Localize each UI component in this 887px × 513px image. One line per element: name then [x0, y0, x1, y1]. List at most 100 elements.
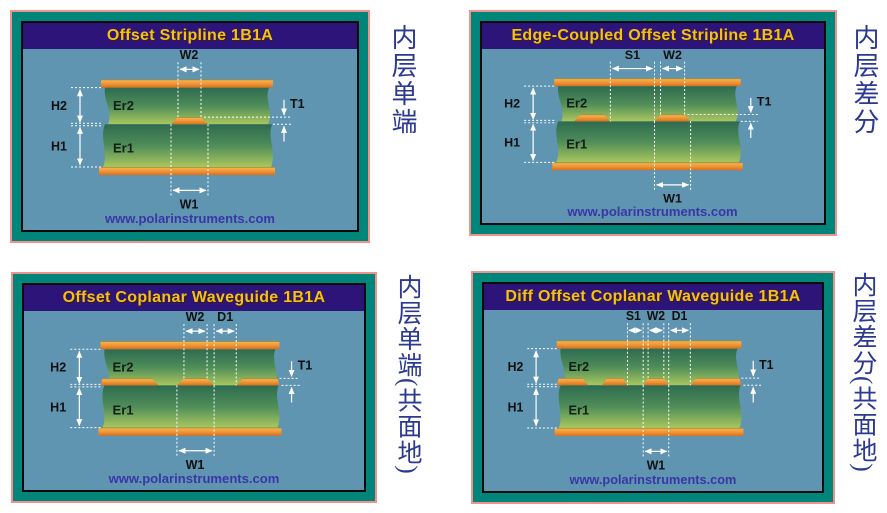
panel-diff-coplanar-inner: Diff Offset Coplanar Waveguide 1B1A S1	[482, 282, 824, 493]
er2-label: Er2	[113, 98, 134, 113]
dim-label-h1: H1	[51, 140, 67, 154]
panel-offset-stripline-inner: Offset Stripline 1B1A W2	[21, 21, 359, 232]
dimension-t1: T1	[741, 358, 773, 403]
er1-label: Er1	[113, 141, 134, 156]
er1-label: Er1	[566, 137, 587, 152]
signal-trace-right	[654, 114, 691, 122]
er1-label: Er1	[113, 403, 134, 418]
cross-section-offset-stripline: W2 W1 H2 H1 Er2 Er1 T1 www.polarinstrume…	[51, 49, 305, 226]
dimension-w2: W2	[183, 311, 208, 379]
caption-inner-layer-differential-coplanar-ground: 内层差分(共面地)	[849, 272, 876, 473]
er2-label: Er2	[569, 359, 590, 374]
dimension-h2-h1: H2 H1	[504, 85, 557, 163]
website-url: www.polarinstruments.com	[566, 204, 737, 219]
panel-diff-offset-coplanar-waveguide: Diff Offset Coplanar Waveguide 1B1A S1	[471, 271, 835, 504]
dielectric-er1	[102, 385, 280, 428]
dim-label-w2: W2	[663, 49, 682, 62]
dim-label-h1: H1	[508, 400, 524, 414]
signal-trace-left	[601, 378, 628, 386]
dim-label-w1: W1	[180, 198, 199, 212]
signal-trace	[176, 378, 215, 386]
dimension-s1: S1	[609, 49, 656, 122]
dim-label-h2: H2	[51, 99, 67, 113]
dielectric-er1	[103, 124, 273, 167]
website-url: www.polarinstruments.com	[569, 472, 737, 487]
dimension-s1: S1	[626, 310, 644, 386]
website-url: www.polarinstruments.com	[108, 471, 280, 486]
dimension-w1: W1	[176, 385, 215, 472]
ground-plane-bottom	[99, 166, 275, 176]
panel-title: Diff Offset Coplanar Waveguide 1B1A	[484, 284, 822, 310]
dim-label-w1: W1	[186, 458, 205, 472]
er1-label: Er1	[569, 403, 590, 418]
coplanar-ground-left	[100, 378, 159, 386]
coplanar-ground-left	[556, 378, 589, 386]
dielectric-er1	[558, 385, 742, 428]
dim-label-w2: W2	[647, 310, 665, 323]
dim-label-h2: H2	[50, 360, 66, 374]
ground-plane-bottom	[554, 427, 744, 437]
caption-inner-layer-single-ended: 内层单端	[388, 24, 417, 136]
dimension-w2: W2	[647, 310, 665, 379]
dimension-w2: W2	[177, 49, 202, 118]
dim-label-h2: H2	[508, 360, 524, 374]
dim-label-w1: W1	[663, 192, 682, 206]
cross-section-diff-coplanar: S1 W2 D1 W1 H2 H1 Er2	[508, 310, 774, 487]
ground-plane-bottom	[552, 162, 743, 171]
panel-offset-stripline: Offset Stripline 1B1A W2	[10, 10, 370, 243]
dim-label-d1: D1	[672, 310, 688, 323]
dimension-h2-h1: H2 H1	[50, 348, 103, 429]
dim-label-h1: H1	[50, 401, 66, 415]
dielectric-er2	[104, 87, 270, 125]
dielectric-er1	[556, 121, 741, 163]
dimension-t1: T1	[279, 358, 313, 403]
dim-label-t1: T1	[759, 358, 773, 372]
ground-plane-top	[554, 78, 741, 87]
coplanar-ground-right	[690, 378, 742, 386]
dimension-w2: W2	[660, 49, 686, 115]
dim-label-s1: S1	[626, 310, 641, 323]
caption-inner-layer-single-ended-coplanar-ground: 内层单端(共面地)	[394, 274, 421, 475]
ground-plane-top	[101, 79, 273, 88]
panel-title: Offset Stripline 1B1A	[23, 23, 357, 49]
signal-trace-left	[574, 114, 611, 122]
coplanar-ground-right	[236, 378, 280, 386]
er2-label: Er2	[566, 96, 587, 111]
caption-inner-layer-differential: 内层差分	[850, 24, 879, 136]
ground-plane-top	[556, 340, 742, 349]
dim-label-s1: S1	[625, 49, 640, 62]
cross-section-offset-coplanar: W2 D1 W1 H2 H1 Er2 Er1	[50, 311, 313, 486]
dim-label-d1: D1	[217, 311, 233, 324]
signal-trace	[171, 117, 208, 125]
dimension-w1: W1	[642, 385, 670, 473]
ground-plane-bottom	[98, 427, 282, 436]
dimension-t1: T1	[687, 95, 772, 138]
dim-label-t1: T1	[298, 358, 313, 372]
website-url: www.polarinstruments.com	[104, 211, 275, 226]
dielectric-er2	[560, 348, 739, 386]
dielectric-er2	[104, 349, 277, 386]
dim-label-w2: W2	[186, 311, 205, 324]
dielectric-er2	[557, 86, 738, 122]
dimension-t1: T1	[204, 97, 305, 142]
dimension-h2-h1: H2 H1	[51, 87, 103, 168]
dimension-w1: W1	[654, 121, 692, 206]
panel-coplanar-inner: Offset Coplanar Waveguide 1B1A W2	[22, 283, 366, 492]
dimension-h2-h1: H2 H1	[508, 348, 559, 429]
dim-label-h1: H1	[504, 136, 520, 150]
signal-trace-right	[643, 378, 669, 386]
dim-label-w1: W1	[647, 458, 665, 472]
er2-label: Er2	[113, 359, 134, 374]
dimension-d1: D1	[213, 311, 237, 386]
panel-edge-coupled-inner: Edge-Coupled Offset Stripline 1B1A S1	[480, 21, 826, 225]
dim-label-t1: T1	[290, 97, 305, 111]
panel-title: Offset Coplanar Waveguide 1B1A	[24, 285, 364, 311]
panel-offset-coplanar-waveguide: Offset Coplanar Waveguide 1B1A W2	[11, 272, 377, 503]
dim-label-w2: W2	[180, 49, 199, 62]
panel-edge-coupled-offset-stripline: Edge-Coupled Offset Stripline 1B1A S1	[469, 10, 837, 236]
dim-label-h2: H2	[504, 97, 520, 111]
dim-label-t1: T1	[757, 95, 772, 109]
dimension-d1: D1	[668, 310, 691, 386]
panel-title: Edge-Coupled Offset Stripline 1B1A	[482, 23, 824, 49]
ground-plane-top	[100, 341, 280, 350]
